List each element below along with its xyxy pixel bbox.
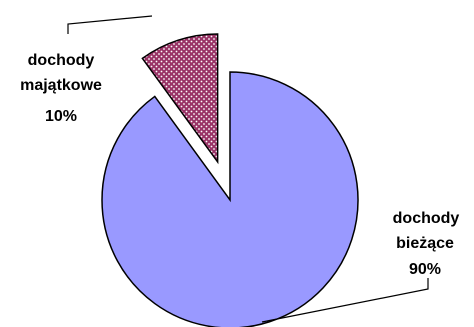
label-biezace-pct: 90% [409,261,441,278]
label-majatkowe-pct: 10% [45,108,77,125]
label-biezace-line1: dochody [393,210,460,227]
label-biezace-line2: bieżące [396,235,454,252]
pie-slice-dochody-biezace [101,71,359,327]
leader-line-majatkowe [67,15,153,34]
pie-slice-dochody-majatkowe [141,33,219,165]
label-majatkowe-line1: dochody [28,52,95,69]
leader-line-biezace [261,278,429,323]
label-majatkowe-line2: majątkowe [20,77,102,94]
